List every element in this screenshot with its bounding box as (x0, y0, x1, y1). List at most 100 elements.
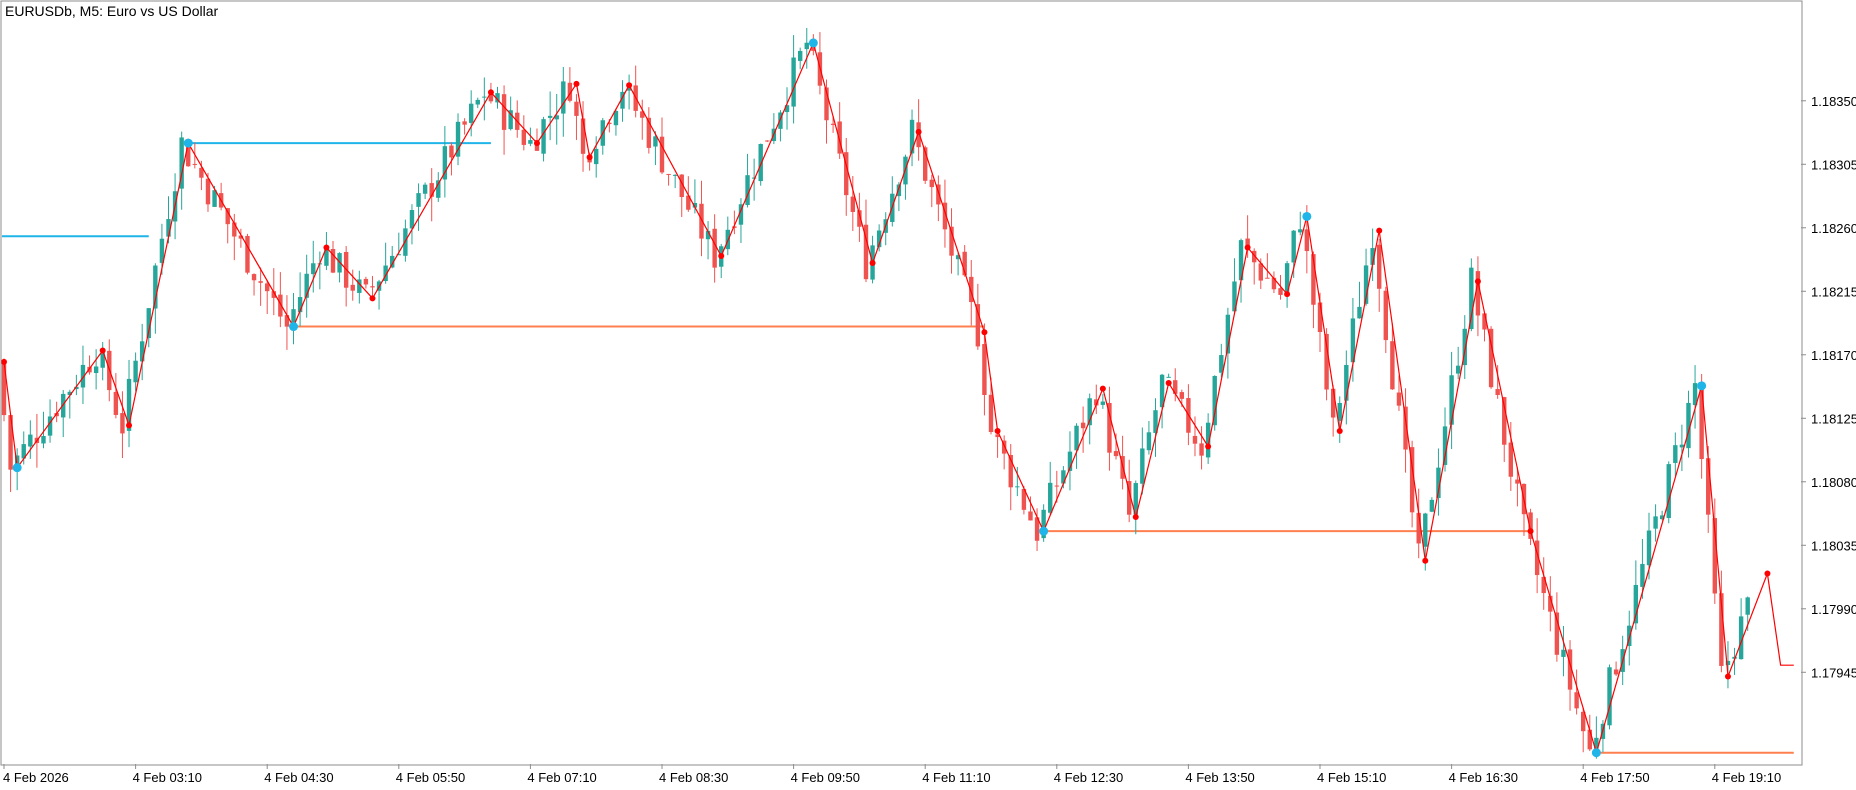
candle-body (1482, 313, 1487, 330)
zigzag-point (533, 140, 540, 147)
time-tick-label: 4 Feb 08:30 (659, 770, 728, 785)
candle-body (21, 444, 26, 459)
candle-body (837, 121, 842, 154)
candle-body (1298, 229, 1303, 233)
candle-body (1442, 426, 1448, 465)
candle-body (1094, 399, 1099, 406)
plot-frame (0, 0, 1803, 766)
candle-body (442, 146, 448, 180)
candle-body (271, 291, 276, 298)
zigzag-point (994, 427, 1001, 434)
candle-body (732, 226, 737, 228)
candle-body (449, 145, 454, 158)
candle-body (1469, 267, 1474, 330)
candle-body (1567, 649, 1573, 690)
zigzag-point (718, 253, 725, 259)
candle-body (1377, 244, 1382, 289)
candles (1, 27, 1750, 759)
candle-body (797, 50, 803, 61)
candle-body (1173, 380, 1178, 394)
candle-body (265, 283, 270, 292)
candle-body (1278, 288, 1283, 295)
time-tick-label: 4 Feb 17:50 (1580, 770, 1649, 785)
zigzag-point (981, 329, 988, 336)
candle-body (692, 202, 698, 208)
zigzag-point (1376, 227, 1383, 234)
zigzag-line (3, 41, 1794, 755)
candle-body (1534, 540, 1540, 576)
candle-body (1738, 616, 1744, 660)
zigzag-point (1205, 443, 1212, 450)
candle-body (67, 391, 72, 395)
candle-body (113, 391, 119, 415)
swing-low-point (1039, 526, 1049, 536)
time-tick-label: 4 Feb 07:10 (527, 770, 596, 785)
candle-body (245, 235, 250, 273)
candle-body (390, 255, 395, 268)
chart-title: EURUSDb, M5: Euro vs US Dollar (5, 3, 219, 19)
candle-body (554, 115, 559, 120)
candle-body (850, 196, 856, 212)
candle-body (1133, 483, 1138, 515)
candle-body (1311, 254, 1316, 305)
time-axis[interactable]: 4 Feb 2026 4 Feb 03:10 4 Feb 04:30 4 Feb 05… (3, 764, 1781, 785)
swing-high-point (1302, 211, 1312, 221)
candle-body (1258, 263, 1263, 281)
zigzag-point (1764, 570, 1771, 577)
candle-body (1350, 318, 1356, 363)
candle-body (1383, 290, 1388, 341)
candle-body (1008, 454, 1013, 488)
candle-body (712, 228, 717, 268)
candle-body (205, 178, 211, 205)
candle-body (1495, 389, 1500, 395)
candle-body (1613, 669, 1619, 675)
candle-body (666, 173, 671, 175)
candle-body (1, 361, 7, 416)
candle-body (613, 110, 619, 126)
zigzag-point (1422, 557, 1429, 564)
candle-body (580, 118, 586, 154)
time-tick-label: 4 Feb 19:10 (1712, 770, 1781, 785)
candle-body (1337, 402, 1342, 421)
candle-body (1725, 660, 1731, 665)
candle-body (969, 276, 974, 303)
candle-body (396, 254, 401, 256)
candle-body (561, 81, 566, 114)
candle-body (1291, 230, 1296, 263)
candle-body (896, 184, 902, 197)
swing-high-point (183, 138, 193, 148)
candle-body (357, 279, 362, 293)
candle-body (120, 413, 125, 434)
zigzag-point (573, 80, 580, 87)
candle-body (1034, 517, 1040, 541)
candle-body (1745, 597, 1750, 615)
candle-body (1212, 375, 1217, 426)
candle-body (1679, 444, 1685, 448)
candle-body (1646, 530, 1652, 566)
candle-body (1015, 486, 1020, 488)
candle-body (1126, 481, 1132, 515)
candle-body (1370, 248, 1375, 265)
time-tick-label: 4 Feb 04:30 (264, 770, 333, 785)
candle-body (212, 190, 217, 207)
candle-body (949, 226, 954, 256)
candle-body (1245, 238, 1250, 249)
candle-body (962, 251, 967, 276)
zigzag-point (1474, 278, 1481, 285)
candle-body (1515, 479, 1520, 484)
candle-body (1324, 333, 1329, 390)
candle-body (1488, 328, 1494, 388)
candle-body (1199, 443, 1204, 456)
zigzag-point (1165, 380, 1172, 386)
candle-body (745, 175, 750, 206)
candle-body (186, 140, 191, 167)
price-tick-label: 1.18215 (1811, 284, 1856, 299)
price-axis[interactable]: 1.18350 1.18305 1.18260 1.18215 1.18170 1.181… (1801, 94, 1856, 681)
candle-body (1159, 374, 1165, 408)
candle-body (166, 219, 171, 237)
candle-body (363, 278, 369, 285)
swing-low-point (289, 322, 299, 332)
